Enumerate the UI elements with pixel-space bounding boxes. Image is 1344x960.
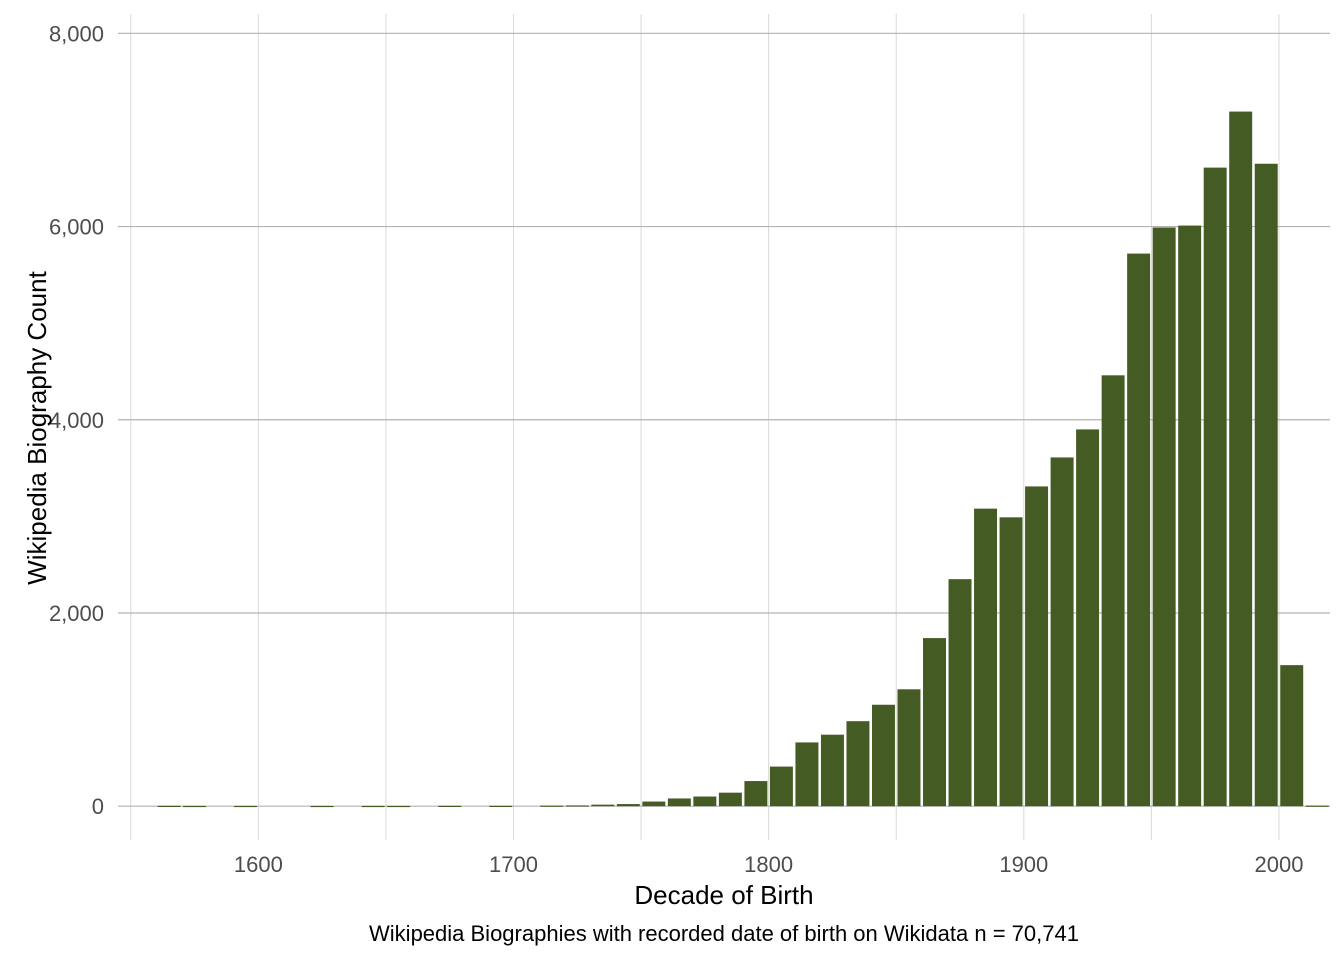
bar-1950 xyxy=(1152,227,1176,807)
y-tick-label: 2,000 xyxy=(49,601,104,626)
x-axis-title: Decade of Birth xyxy=(634,880,813,910)
bar-1940 xyxy=(1127,253,1151,807)
bar-1690 xyxy=(489,805,513,808)
bar-1570 xyxy=(183,805,207,808)
bar-1900 xyxy=(1025,486,1049,807)
bar-1750 xyxy=(642,801,666,807)
bar-1910 xyxy=(1050,457,1074,807)
bar-1930 xyxy=(1101,375,1125,807)
bar-1980 xyxy=(1229,111,1253,807)
bar-2000 xyxy=(1280,665,1304,807)
y-tick-label: 8,000 xyxy=(49,21,104,46)
bar-1590 xyxy=(234,805,258,808)
bar-1720 xyxy=(565,805,589,807)
bar-1640 xyxy=(361,805,385,808)
chart-caption: Wikipedia Biographies with recorded date… xyxy=(369,921,1079,946)
bar-1880 xyxy=(974,508,998,807)
x-tick-label: 1800 xyxy=(744,852,793,877)
y-tick-label: 4,000 xyxy=(49,408,104,433)
y-tick-label: 6,000 xyxy=(49,215,104,240)
x-tick-label: 2000 xyxy=(1254,852,1303,877)
bar-1740 xyxy=(616,804,640,807)
bar-1960 xyxy=(1178,225,1202,807)
x-tick-label: 1900 xyxy=(999,852,1048,877)
bars xyxy=(157,111,1329,808)
bar-1970 xyxy=(1203,167,1227,807)
bar-1830 xyxy=(846,721,870,807)
bar-1860 xyxy=(923,638,946,807)
bar-1870 xyxy=(948,579,972,807)
bar-1790 xyxy=(744,781,768,807)
bar-1840 xyxy=(871,704,895,807)
bar-1670 xyxy=(438,805,462,808)
bar-1850 xyxy=(897,689,921,807)
bar-1730 xyxy=(591,804,615,807)
bar-1820 xyxy=(820,734,844,807)
bar-1920 xyxy=(1076,429,1100,807)
y-tick-label: 0 xyxy=(92,794,104,819)
x-axis-ticks: 1600 1700 1800 1900 2000 xyxy=(234,852,1304,877)
bar-1760 xyxy=(667,798,691,807)
bar-1710 xyxy=(540,805,564,807)
y-axis-ticks: 0 2,000 4,000 6,000 8,000 xyxy=(49,21,104,819)
bar-2010 xyxy=(1305,805,1329,807)
bar-1800 xyxy=(769,766,793,807)
bar-1990 xyxy=(1254,163,1278,807)
bar-1620 xyxy=(310,805,334,808)
bar-1770 xyxy=(693,796,717,807)
y-axis-title: Wikipedia Biography Count xyxy=(22,270,52,584)
bar-1780 xyxy=(718,792,742,807)
x-tick-label: 1600 xyxy=(234,852,283,877)
x-tick-label: 1700 xyxy=(489,852,538,877)
bar-1650 xyxy=(387,805,411,808)
bar-1810 xyxy=(795,742,819,807)
bar-1890 xyxy=(999,517,1023,807)
bar-1560 xyxy=(157,805,181,808)
